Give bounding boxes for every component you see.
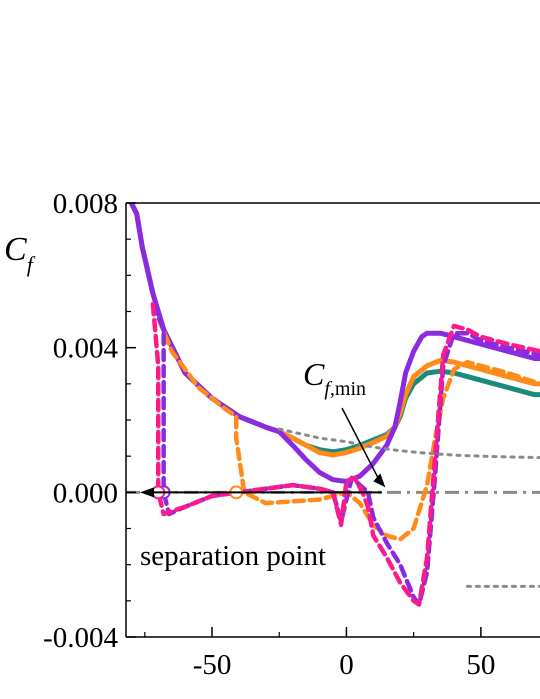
- cf-min-arrow: [341, 407, 380, 481]
- x-tick-label: -50: [193, 649, 232, 681]
- x-tick-label: 50: [466, 649, 495, 681]
- separation-point-label: separation point: [140, 540, 326, 572]
- y-axis-label-main: C: [4, 231, 27, 268]
- series-line-3: [150, 302, 540, 542]
- y-tick-label: 0.008: [53, 188, 118, 220]
- y-axis-label-sub: f: [27, 252, 36, 277]
- y-tick-label: -0.004: [43, 622, 118, 654]
- y-axis-label: Cf: [4, 231, 36, 277]
- cf-min-label-main: C: [303, 356, 325, 392]
- ticks-layer: 0.008 0.004 0.000 -0.004 -50 0 50: [43, 188, 495, 681]
- separation-arrowhead: [140, 487, 154, 498]
- series-line-1: [128, 203, 540, 458]
- series-line-0: [128, 203, 540, 455]
- annotations: Cf,min separation point: [140, 356, 386, 572]
- y-tick-label: 0.004: [53, 333, 119, 365]
- cf-min-label-sub-italic: f: [324, 378, 332, 400]
- cf-min-label-sub: ,min: [330, 378, 366, 400]
- cf-min-label: Cf,min: [303, 356, 366, 400]
- x-tick-label: 0: [339, 649, 354, 681]
- series-line-6: [277, 427, 540, 460]
- cf-min-arrowhead: [373, 473, 386, 488]
- y-tick-label: 0.000: [53, 477, 118, 509]
